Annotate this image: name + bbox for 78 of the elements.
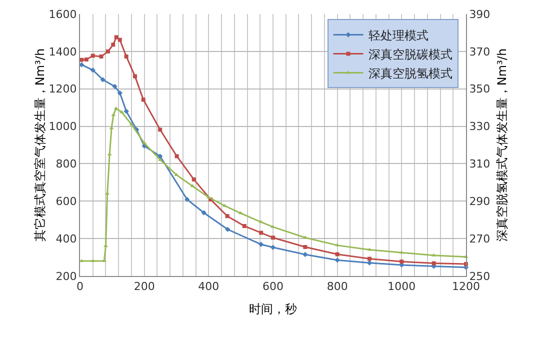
point [259, 230, 264, 235]
x-tick-label: 800 [326, 280, 348, 294]
point [367, 248, 372, 251]
point [90, 68, 96, 73]
point [335, 252, 340, 256]
legend-label: 深真空脱氢模式 [368, 66, 452, 80]
point [174, 154, 179, 158]
point [114, 35, 118, 40]
y-tick-label: 200 [56, 270, 77, 283]
y-tick-label: 400 [56, 232, 77, 246]
point [270, 244, 276, 250]
point [120, 110, 124, 114]
point [302, 252, 308, 258]
point [118, 38, 122, 42]
point [141, 98, 146, 102]
point [100, 77, 106, 82]
x-tick-label: 0 [76, 280, 84, 294]
point [201, 210, 206, 216]
y-tick-label: 1400 [48, 45, 77, 58]
point [129, 122, 134, 126]
legend-label: 轻处理模式 [368, 28, 428, 42]
y-axis-title: 其它模式真空室气体发生量，Nm³/h [32, 48, 47, 242]
point [399, 250, 404, 254]
point [102, 259, 106, 262]
point [90, 259, 96, 262]
point [302, 236, 308, 239]
point [111, 42, 116, 47]
point [84, 57, 88, 62]
point [174, 172, 179, 176]
y-tick-label: 1200 [48, 82, 77, 96]
y-tick-label: 800 [56, 158, 77, 171]
y2-tick-label: 270 [469, 232, 490, 246]
y2-tick-label: 390 [469, 8, 490, 21]
y-tick-label: 600 [56, 194, 77, 208]
point [142, 141, 147, 144]
y2-axis-title: 深真空脱氢模式气体发生量，Nm³/h [495, 48, 509, 242]
point [114, 106, 118, 110]
point [368, 256, 372, 261]
point [258, 242, 264, 247]
y-tick-label: 1600 [48, 8, 77, 21]
point [99, 54, 104, 58]
point [192, 177, 196, 182]
point [271, 236, 275, 240]
point [117, 90, 122, 96]
x-tick-label: 200 [134, 280, 155, 294]
point [334, 257, 340, 263]
point [112, 84, 118, 90]
x-tick-label: 1200 [452, 280, 480, 294]
y2-tick-label: 290 [469, 194, 490, 208]
point [133, 74, 138, 78]
y2-tick-label: 330 [469, 120, 490, 134]
y2-tick-label: 350 [469, 82, 490, 96]
point [432, 253, 436, 256]
point [225, 214, 230, 218]
point [90, 54, 95, 58]
x-tick-label: 400 [198, 280, 220, 294]
x-tick-label: 1000 [388, 280, 416, 294]
y2-tick-label: 250 [469, 270, 490, 283]
point [158, 128, 162, 132]
y2-tick-label: 310 [469, 158, 490, 171]
point [106, 49, 110, 54]
point [111, 113, 116, 116]
point [184, 196, 190, 202]
point [124, 108, 129, 114]
point [158, 158, 163, 161]
y2-tick-label: 370 [469, 45, 490, 58]
y-tick-label: 1000 [48, 120, 77, 134]
point [242, 224, 246, 228]
point [225, 226, 230, 232]
point [303, 244, 308, 249]
point [400, 260, 404, 264]
x-tick-label: 600 [262, 280, 284, 294]
legend-label: 深真空脱碳模式 [368, 47, 452, 62]
point [124, 54, 128, 58]
point [432, 261, 436, 266]
point [206, 195, 211, 198]
x-axis-title: 时间，秒 [249, 302, 297, 316]
point [335, 243, 340, 246]
